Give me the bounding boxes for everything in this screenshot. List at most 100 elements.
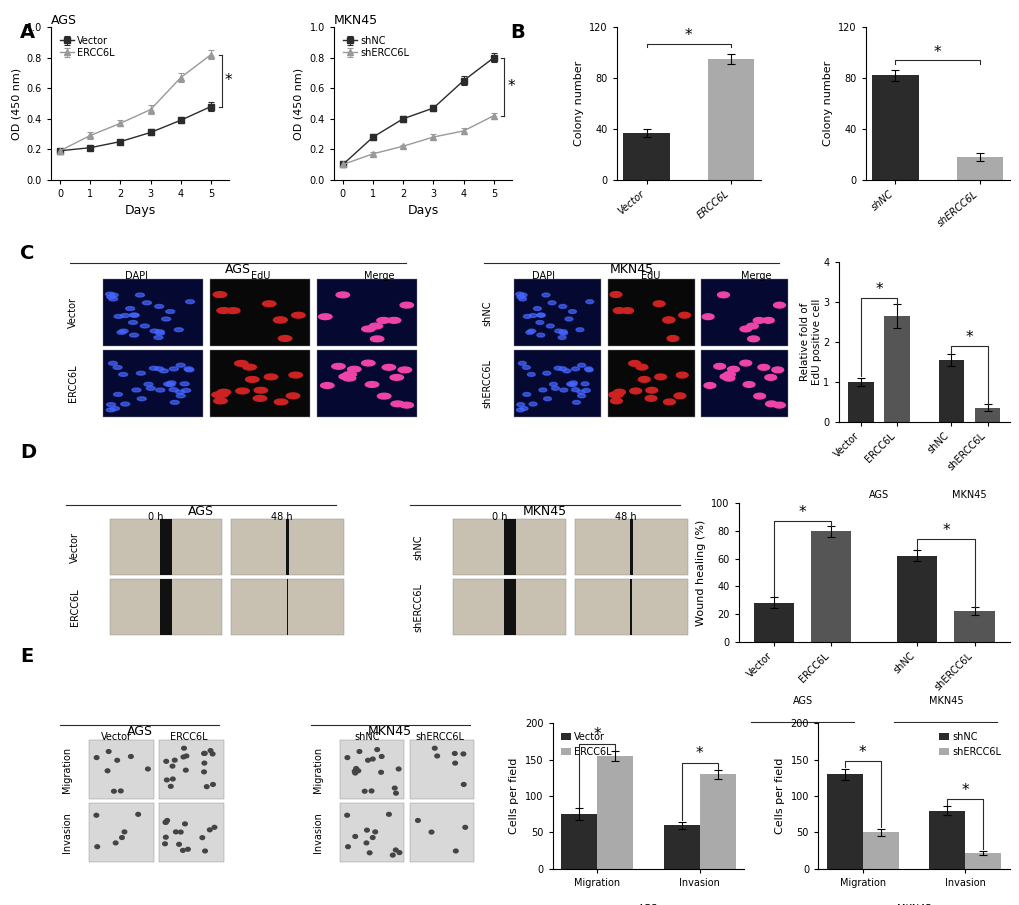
- Legend: shNC, shERCC6L: shNC, shERCC6L: [338, 32, 413, 62]
- FancyBboxPatch shape: [514, 280, 600, 347]
- Text: Vector: Vector: [68, 298, 78, 329]
- Circle shape: [541, 293, 549, 297]
- Circle shape: [181, 747, 186, 750]
- Circle shape: [203, 849, 207, 853]
- Circle shape: [226, 308, 239, 313]
- Circle shape: [129, 313, 139, 317]
- Circle shape: [128, 320, 138, 324]
- Circle shape: [432, 747, 436, 750]
- Circle shape: [567, 382, 574, 386]
- FancyBboxPatch shape: [210, 280, 310, 347]
- Circle shape: [156, 331, 164, 335]
- Circle shape: [342, 372, 356, 377]
- Text: Invasion: Invasion: [62, 813, 72, 853]
- X-axis label: Days: Days: [407, 205, 438, 217]
- Circle shape: [753, 394, 765, 399]
- Circle shape: [585, 368, 593, 372]
- Circle shape: [558, 367, 567, 371]
- Circle shape: [331, 364, 344, 369]
- Circle shape: [645, 395, 656, 401]
- Circle shape: [119, 835, 124, 840]
- Text: *: *: [961, 783, 968, 797]
- Circle shape: [577, 363, 585, 367]
- Circle shape: [377, 394, 390, 399]
- Text: shERCC6L: shERCC6L: [482, 358, 492, 407]
- Circle shape: [529, 314, 536, 318]
- Bar: [699, 775, 735, 869]
- Circle shape: [345, 844, 350, 849]
- Circle shape: [204, 785, 209, 788]
- FancyBboxPatch shape: [630, 579, 632, 635]
- FancyBboxPatch shape: [159, 740, 223, 799]
- Circle shape: [354, 767, 358, 770]
- Text: *: *: [695, 747, 703, 761]
- Circle shape: [136, 813, 141, 816]
- FancyBboxPatch shape: [503, 519, 516, 576]
- Circle shape: [202, 761, 207, 765]
- Text: shNC: shNC: [355, 732, 380, 742]
- Circle shape: [185, 847, 190, 852]
- Text: *: *: [224, 73, 232, 88]
- Circle shape: [562, 369, 571, 373]
- Circle shape: [274, 399, 287, 405]
- Text: 0 h: 0 h: [148, 511, 164, 522]
- FancyBboxPatch shape: [159, 804, 223, 862]
- Circle shape: [676, 372, 688, 378]
- Text: EdU: EdU: [641, 272, 660, 281]
- Circle shape: [553, 367, 561, 370]
- Circle shape: [347, 367, 361, 372]
- Circle shape: [113, 393, 122, 396]
- Circle shape: [727, 367, 739, 372]
- Circle shape: [217, 308, 230, 313]
- Circle shape: [415, 818, 420, 823]
- Circle shape: [176, 394, 185, 398]
- Circle shape: [386, 813, 391, 816]
- Circle shape: [628, 360, 640, 367]
- Text: MKN45: MKN45: [368, 725, 412, 738]
- Legend: shNC, shERCC6L: shNC, shERCC6L: [934, 729, 1004, 761]
- Circle shape: [663, 399, 675, 405]
- Circle shape: [654, 374, 665, 380]
- Circle shape: [162, 317, 170, 321]
- Circle shape: [572, 400, 580, 405]
- Bar: [810, 531, 851, 642]
- Circle shape: [390, 853, 394, 857]
- Circle shape: [361, 360, 375, 366]
- Circle shape: [537, 313, 545, 317]
- FancyBboxPatch shape: [503, 579, 516, 635]
- Circle shape: [185, 300, 195, 303]
- Circle shape: [719, 374, 732, 379]
- Text: AGS: AGS: [126, 725, 153, 738]
- Circle shape: [125, 307, 135, 310]
- Circle shape: [118, 373, 127, 376]
- Circle shape: [666, 336, 679, 341]
- FancyBboxPatch shape: [317, 349, 417, 416]
- Circle shape: [393, 791, 397, 795]
- Circle shape: [717, 292, 729, 298]
- Circle shape: [159, 369, 168, 373]
- Circle shape: [559, 388, 568, 392]
- Circle shape: [273, 317, 286, 323]
- Circle shape: [214, 398, 227, 404]
- Legend: Vector, ERCC6L: Vector, ERCC6L: [556, 729, 614, 761]
- Circle shape: [610, 398, 622, 404]
- Circle shape: [722, 376, 734, 381]
- Circle shape: [622, 308, 633, 313]
- Circle shape: [176, 843, 181, 846]
- Circle shape: [610, 392, 623, 397]
- Circle shape: [609, 291, 622, 298]
- Circle shape: [180, 382, 189, 386]
- Text: shERCC6L: shERCC6L: [414, 583, 424, 632]
- Circle shape: [136, 293, 145, 297]
- Circle shape: [183, 367, 193, 371]
- Circle shape: [168, 785, 173, 788]
- FancyBboxPatch shape: [575, 579, 687, 635]
- Bar: [862, 833, 898, 869]
- Circle shape: [114, 315, 123, 319]
- Circle shape: [183, 768, 187, 772]
- Bar: [826, 775, 862, 869]
- Circle shape: [176, 363, 185, 367]
- Circle shape: [106, 403, 115, 406]
- Circle shape: [743, 382, 754, 387]
- Circle shape: [215, 392, 228, 397]
